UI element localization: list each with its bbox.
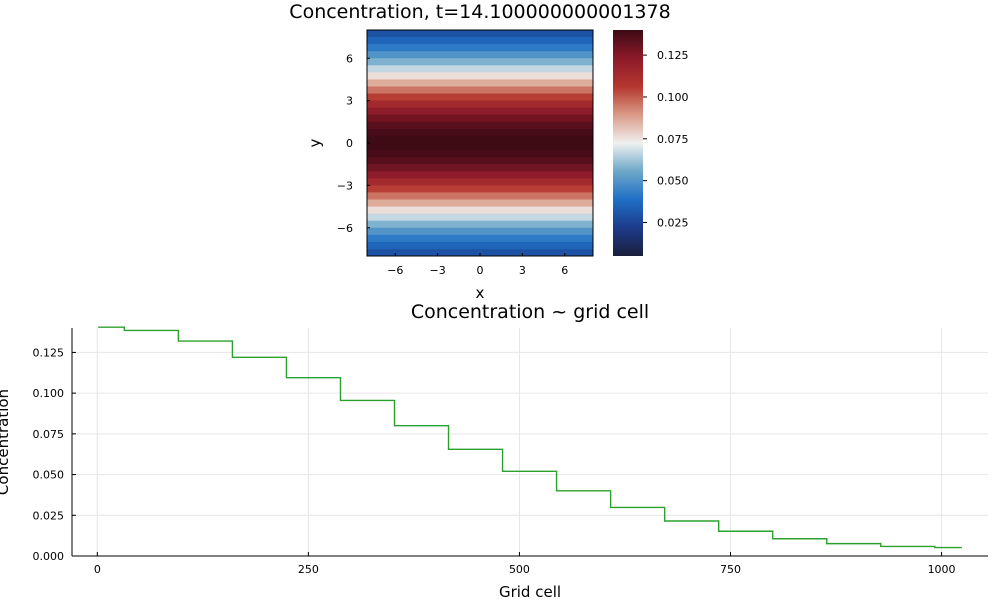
heatmap-y-ticks: −6 −3 0 3 6 [337, 52, 370, 235]
line-y-tick-label: 0.075 [33, 428, 65, 441]
line-x-tick-label: 250 [298, 563, 319, 576]
heatmap-row [367, 58, 593, 66]
heatmap-row [367, 93, 593, 102]
heatmap-title: Concentration, t=14.100000000001378 [289, 1, 670, 23]
heatmap-row [367, 178, 593, 186]
heatmap-row [367, 185, 593, 193]
line-y-tick-label: 0.050 [33, 469, 65, 482]
heatmap-x-tick-label: −6 [387, 264, 403, 277]
line-ylabel: Concentration [0, 389, 12, 495]
colorbar-ticks: 0.025 0.050 0.075 0.100 0.125 [643, 49, 689, 230]
line-y-tick-label: 0.025 [33, 509, 65, 522]
colorbar-tick-label: 0.100 [657, 91, 689, 104]
line-x-tick-label: 500 [509, 563, 530, 576]
colorbar-tick-label: 0.025 [657, 217, 689, 230]
heatmap-row [367, 164, 593, 172]
colorbar-tick-label: 0.125 [657, 49, 689, 62]
heatmap-row [367, 234, 593, 243]
heatmap-row [367, 241, 593, 250]
heatmap-cells [367, 30, 593, 257]
concentration-series [98, 326, 962, 549]
heatmap-row [367, 213, 593, 222]
colorbar-tick-label: 0.075 [657, 133, 689, 146]
heatmap-xlabel: x [476, 284, 485, 302]
heatmap-row [367, 100, 593, 109]
heatmap-row [367, 135, 593, 144]
line-xlabel: Grid cell [499, 583, 561, 600]
line-chart: Concentration ~ grid cell 0 250 500 750 1000… [0, 301, 988, 600]
heatmap-y-tick-label: 6 [346, 52, 353, 65]
heatmap-row [367, 171, 593, 179]
heatmap-y-tick-label: 0 [346, 137, 353, 150]
heatmap-row [367, 220, 593, 229]
heatmap-x-tick-label: −3 [430, 264, 446, 277]
heatmap-y-tick-label: −6 [337, 222, 353, 235]
line-x-tick-label: 1000 [928, 563, 956, 576]
heatmap-row [367, 44, 593, 52]
heatmap-row [367, 206, 593, 215]
heatmap-row [367, 121, 593, 130]
line-grid [72, 328, 988, 557]
colorbar-tick-label: 0.050 [657, 175, 689, 188]
colorbar [613, 30, 643, 256]
heatmap-row [367, 199, 593, 208]
heatmap-y-tick-label: 3 [346, 95, 353, 108]
heatmap-row [367, 72, 593, 80]
heatmap-row [367, 248, 593, 257]
heatmap-y-tick-label: −3 [337, 179, 353, 192]
heatmap-row [367, 157, 593, 165]
line-y-tick-label: 0.000 [33, 550, 65, 563]
heatmap-x-tick-label: 0 [477, 264, 484, 277]
heatmap-row [367, 30, 593, 38]
heatmap-row [367, 86, 593, 95]
heatmap-chart: Concentration, t=14.100000000001378 −6 −3… [289, 1, 688, 302]
line-title: Concentration ~ grid cell [411, 301, 649, 323]
heatmap-row [367, 107, 593, 116]
line-y-ticks: 0.000 0.025 0.050 0.075 0.100 0.125 [33, 346, 76, 563]
heatmap-row [367, 128, 593, 137]
line-y-tick-label: 0.125 [33, 346, 65, 359]
heatmap-row [367, 51, 593, 59]
line-x-tick-label: 0 [94, 563, 101, 576]
heatmap-row [367, 37, 593, 45]
heatmap-row [367, 227, 593, 236]
line-x-ticks: 0 250 500 750 1000 [94, 552, 956, 576]
heatmap-row [367, 114, 593, 123]
heatmap-x-tick-label: 6 [561, 264, 568, 277]
heatmap-row [367, 65, 593, 73]
heatmap-row [367, 143, 593, 151]
heatmap-x-ticks: −6 −3 0 3 6 [387, 253, 568, 277]
heatmap-row [367, 79, 593, 87]
heatmap-ylabel: y [306, 138, 324, 147]
line-y-tick-label: 0.100 [33, 387, 65, 400]
heatmap-row [367, 150, 593, 158]
line-x-tick-label: 750 [720, 563, 741, 576]
heatmap-x-tick-label: 3 [519, 264, 526, 277]
heatmap-row [367, 192, 593, 200]
